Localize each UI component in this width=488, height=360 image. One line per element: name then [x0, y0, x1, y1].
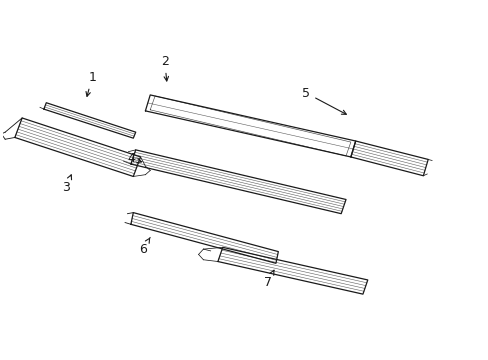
Text: 5: 5 — [302, 87, 346, 114]
Text: 6: 6 — [139, 238, 150, 256]
Text: 2: 2 — [161, 55, 168, 81]
Text: 7: 7 — [263, 270, 273, 289]
Text: 4: 4 — [127, 152, 141, 165]
Text: 1: 1 — [86, 71, 96, 96]
Text: 3: 3 — [61, 175, 71, 194]
